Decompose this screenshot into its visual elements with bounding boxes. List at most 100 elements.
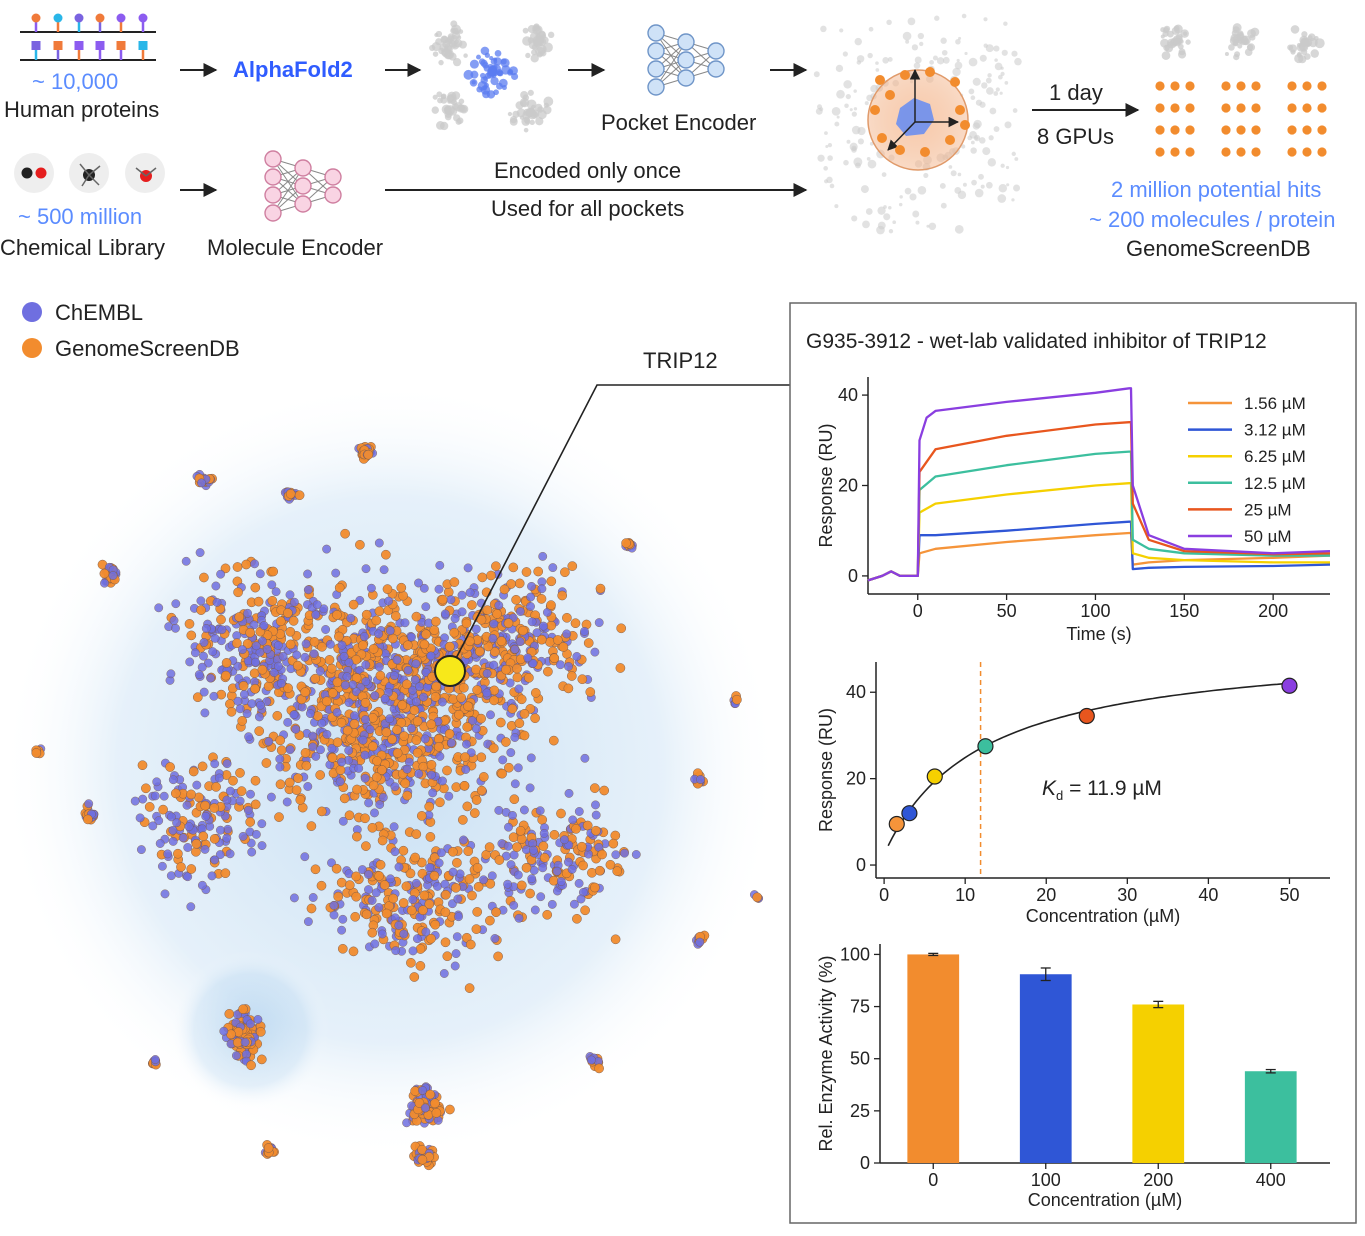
grey-molecule-dot <box>993 126 1000 132</box>
enzyme-y-tick-label: 25 <box>850 1101 870 1121</box>
grey-molecule-dot <box>1000 163 1005 168</box>
structure-blob <box>520 90 529 99</box>
embedding-point <box>342 672 352 682</box>
dose-x-tick-label: 30 <box>1117 885 1137 905</box>
embedding-point <box>254 712 264 722</box>
embedding-point <box>319 604 329 614</box>
embedding-point <box>552 635 563 645</box>
embedding-point <box>538 863 548 873</box>
embedding-point <box>222 833 232 843</box>
embedding-point <box>233 587 243 598</box>
embedding-point <box>459 835 468 845</box>
embedding-point <box>250 657 260 667</box>
grey-molecule-dot <box>956 58 960 63</box>
spr-x-tick-label: 50 <box>997 601 1017 621</box>
embedding-point <box>137 760 148 771</box>
embedding-point <box>400 618 410 628</box>
embedding-point <box>454 709 464 720</box>
embedding-point <box>247 847 257 857</box>
embedding-point <box>488 743 499 754</box>
embedding-point <box>285 489 296 499</box>
embedding-point <box>546 620 557 631</box>
embedding-point <box>150 1055 160 1064</box>
structure-blob <box>527 89 534 96</box>
embedding-point <box>453 894 463 904</box>
sequence-residue-glyph <box>31 13 41 23</box>
grey-molecule-dot <box>997 194 1007 203</box>
hit-molecule-dot <box>1287 103 1297 113</box>
embedding-point <box>233 661 243 671</box>
embedding-point <box>256 1054 267 1065</box>
grey-molecule-dot <box>958 36 962 40</box>
embedding-point <box>327 752 338 763</box>
embedding-point <box>374 903 384 912</box>
embedding-point <box>456 692 467 703</box>
embedding-point <box>390 611 401 621</box>
spr-legend-label: 25 µM <box>1244 500 1292 519</box>
embedding-point <box>200 800 210 811</box>
embedding-point <box>389 822 399 832</box>
embedding-point <box>485 878 496 889</box>
embedding-point <box>336 877 347 888</box>
embedding-point <box>516 834 527 844</box>
hit-molecule-dot <box>1221 125 1231 135</box>
embedding-point <box>410 675 420 685</box>
network-node <box>707 42 725 60</box>
embedding-point <box>186 864 197 874</box>
spr-y-tick-label: 40 <box>838 385 858 405</box>
embedding-point <box>199 651 208 661</box>
embedding-point <box>594 1063 604 1074</box>
grey-molecule-dot <box>851 147 857 153</box>
embedding-point <box>360 773 370 783</box>
embedding-point <box>467 890 477 901</box>
hit-structure-blob <box>1237 43 1243 49</box>
hit-structure-blob <box>1172 34 1183 45</box>
grey-molecule-dot <box>883 213 891 221</box>
grey-molecule-dot <box>981 82 988 89</box>
embedding-point <box>225 699 235 709</box>
embedding-point <box>242 639 253 649</box>
embedding-point <box>591 810 601 820</box>
embedding-point <box>425 1089 436 1100</box>
grey-molecule-dot <box>854 37 862 46</box>
embedding-point <box>308 893 318 902</box>
grey-molecule-dot <box>913 62 921 69</box>
hit-molecule-dot <box>1302 81 1312 91</box>
grey-molecule-dot <box>911 44 919 51</box>
enzyme-bar <box>1019 974 1072 1163</box>
embedding-point <box>411 659 421 669</box>
embedding-point <box>310 864 321 875</box>
grey-molecule-dot <box>979 137 986 144</box>
embedding-point <box>467 600 477 610</box>
embedding-point <box>379 565 389 575</box>
network-node <box>677 33 695 51</box>
enzyme-x-tick-label: 400 <box>1256 1170 1286 1190</box>
grey-molecule-dot <box>1011 151 1016 157</box>
embedding-point <box>261 758 272 768</box>
embedding-point <box>368 741 378 752</box>
structure-blob <box>439 42 449 52</box>
embedding-point <box>485 915 495 926</box>
embedding-point <box>289 597 299 607</box>
embedding-point <box>197 761 208 772</box>
embedding-point <box>361 677 371 686</box>
structure-blob <box>498 78 508 88</box>
embedding-point <box>442 765 452 776</box>
embedding-point <box>594 865 605 876</box>
embedding-point <box>392 724 402 735</box>
embedding-point <box>448 846 458 857</box>
dose-y-tick-label: 20 <box>846 769 866 789</box>
embedding-point <box>467 716 477 726</box>
structure-blob <box>469 78 478 87</box>
embedding-point <box>536 634 547 645</box>
structure-blob <box>456 104 465 113</box>
structure-blob <box>436 121 445 130</box>
embedding-point <box>360 697 371 708</box>
pocket-ligand-dot <box>920 147 930 157</box>
embedding-point <box>283 683 293 693</box>
grey-molecule-dot <box>856 60 862 65</box>
pocket-ligand-dot <box>955 105 965 115</box>
embedding-point <box>321 696 332 707</box>
sequence-residue-glyph <box>116 41 126 50</box>
embedding-point <box>566 671 577 681</box>
